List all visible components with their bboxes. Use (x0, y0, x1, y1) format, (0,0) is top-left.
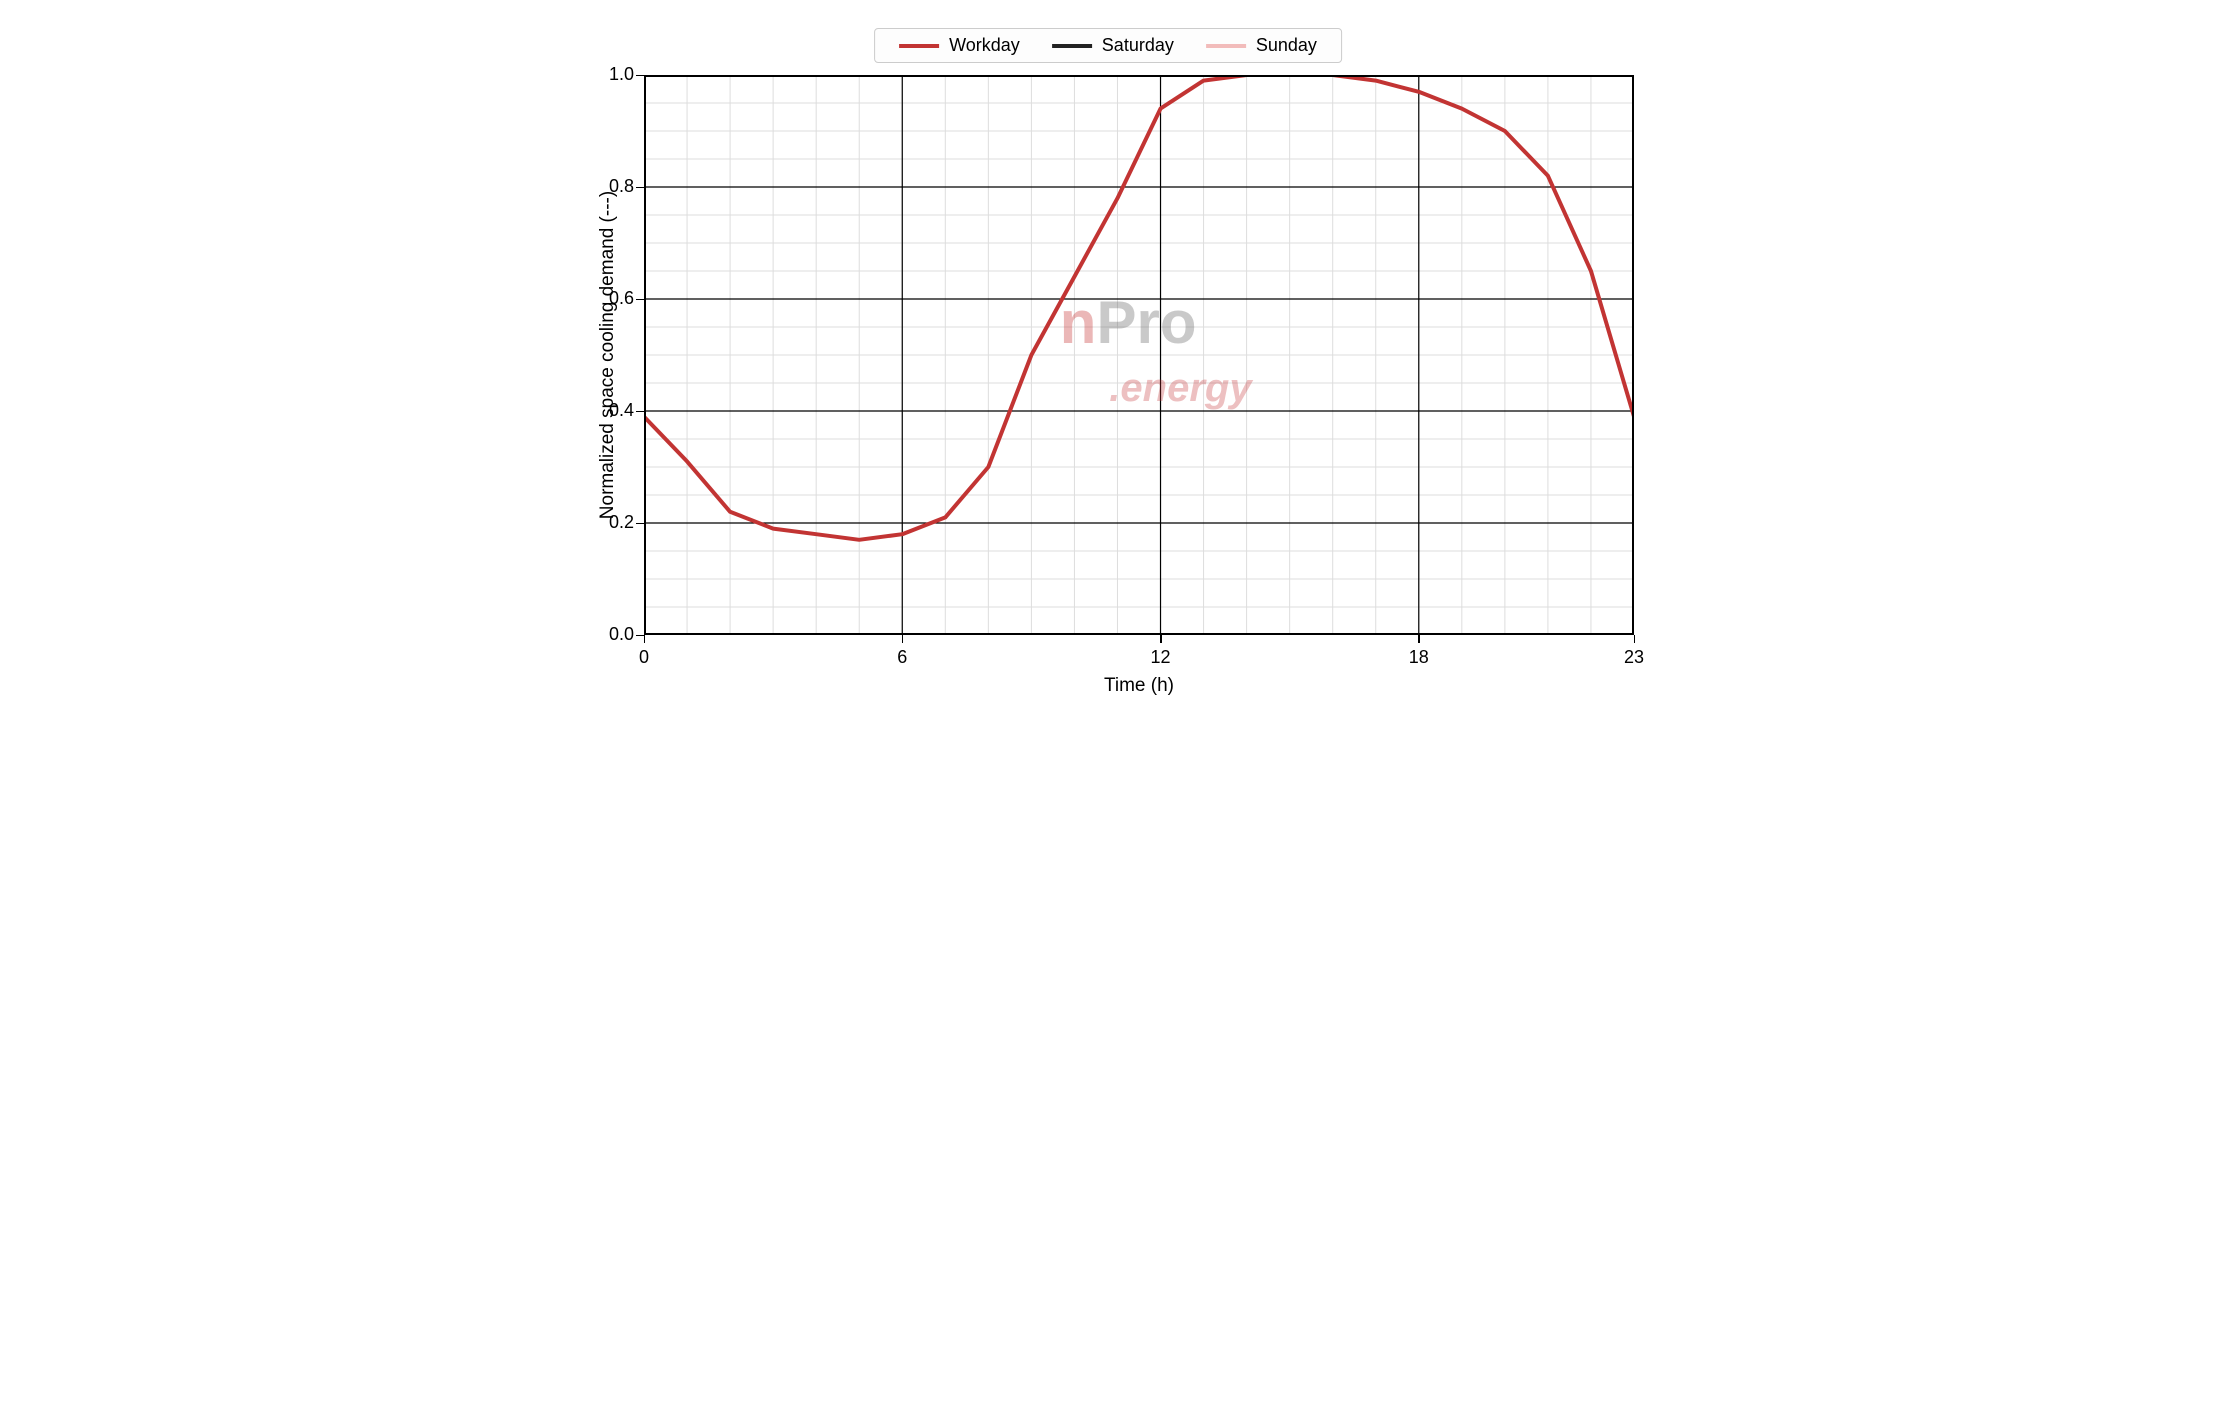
y-tick-label: 1.0 (594, 64, 634, 85)
legend-label: Saturday (1102, 35, 1174, 56)
chart-container: Workday Saturday Sunday nPro .energy Nor… (554, 20, 1662, 732)
legend-swatch-workday (899, 44, 939, 48)
y-tick-mark (636, 187, 644, 189)
y-tick-mark (636, 411, 644, 413)
x-tick-label: 0 (624, 647, 664, 668)
y-tick-mark (636, 523, 644, 525)
legend-item-saturday: Saturday (1052, 35, 1174, 56)
legend-item-sunday: Sunday (1206, 35, 1317, 56)
x-tick-label: 23 (1614, 647, 1654, 668)
x-tick-mark (1160, 635, 1162, 643)
y-tick-label: 0.8 (594, 176, 634, 197)
legend-swatch-sunday (1206, 44, 1246, 48)
x-tick-mark (644, 635, 646, 643)
x-tick-mark (1634, 635, 1636, 643)
x-axis-label: Time (h) (1079, 675, 1199, 697)
legend: Workday Saturday Sunday (874, 28, 1342, 63)
x-tick-label: 6 (882, 647, 922, 668)
legend-item-workday: Workday (899, 35, 1020, 56)
x-tick-mark (1418, 635, 1420, 643)
y-tick-mark (636, 635, 644, 637)
plot-border (644, 75, 1634, 635)
y-tick-mark (636, 75, 644, 77)
y-tick-label: 0.2 (594, 512, 634, 533)
y-axis-label: Normalized space cooling demand (---) (597, 155, 619, 555)
y-tick-mark (636, 299, 644, 301)
y-tick-label: 0.0 (594, 624, 634, 645)
x-tick-label: 12 (1141, 647, 1181, 668)
x-tick-label: 18 (1399, 647, 1439, 668)
x-tick-mark (902, 635, 904, 643)
y-tick-label: 0.4 (594, 400, 634, 421)
y-tick-label: 0.6 (594, 288, 634, 309)
legend-swatch-saturday (1052, 44, 1092, 48)
legend-label: Workday (949, 35, 1020, 56)
legend-label: Sunday (1256, 35, 1317, 56)
